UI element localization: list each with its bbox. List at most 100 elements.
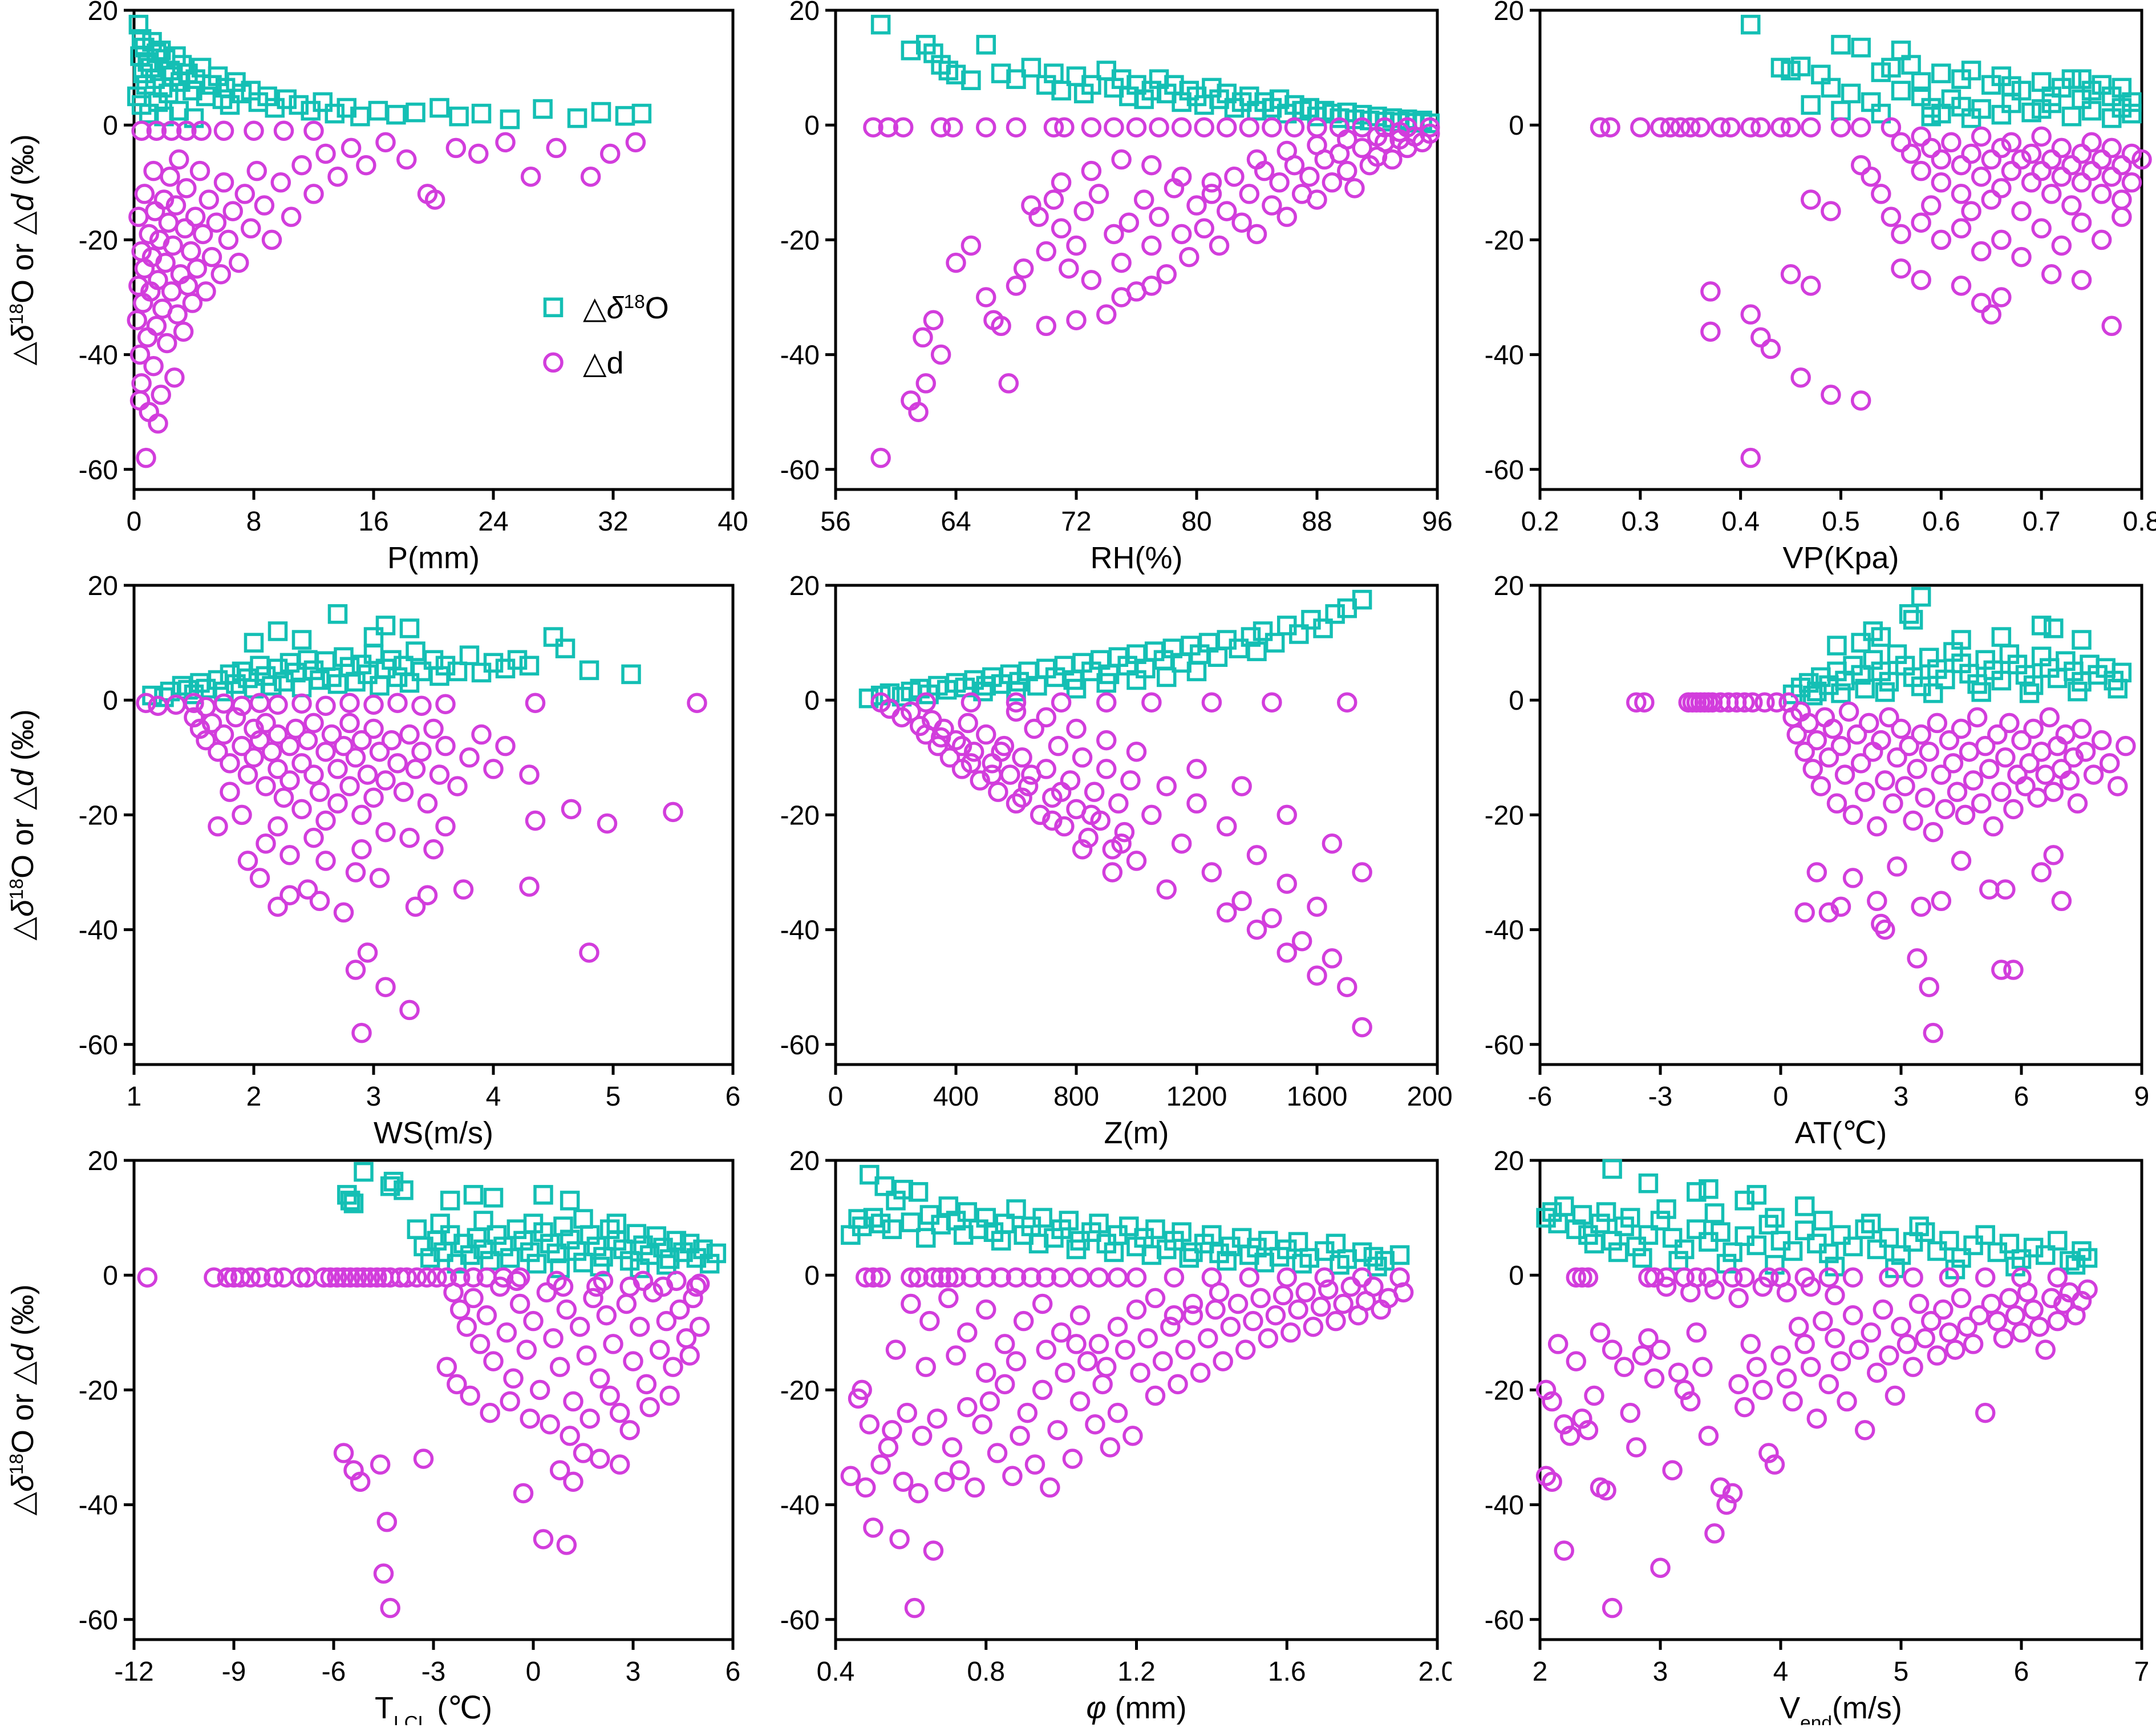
scatter-point-d [208,816,228,837]
scatter-point-d [1830,896,1851,917]
scatter-point-d18o [277,89,297,110]
scatter-point-d18o [1186,661,1207,682]
scatter-point-d [643,1282,663,1303]
scatter-point-d [447,776,468,796]
scatter-point-d [1107,1316,1128,1337]
x-tick-label: 0.4 [1721,507,1760,537]
scatter-point-d [1269,172,1290,193]
scatter-point-d [1602,1339,1623,1360]
scatter-point-d [249,730,270,751]
scatter-point-d [1141,804,1162,825]
scatter-point-d [1903,810,1923,831]
scatter-point-d [659,1385,680,1406]
scatter-point-d [563,1471,583,1492]
scatter-point-d [281,207,302,227]
scatter-point-d [893,1471,914,1492]
scatter-point-d [560,1426,580,1446]
scatter-point-d [1081,117,1102,137]
scatter-point-d [363,787,384,808]
scatter-point-d [1875,919,1895,940]
scatter-point-d [1590,1322,1611,1343]
x-tick-label: 1.6 [1268,1657,1306,1687]
scatter-point-d [129,344,151,365]
scatter-point-d [1352,1017,1372,1038]
y-tick-label: 20 [88,575,118,601]
scatter-point-d18o [1991,627,2012,647]
x-tick-label: 0.6 [1922,507,1960,537]
scatter-point-d [1728,1374,1749,1395]
scatter-point-d [1596,1480,1616,1501]
scatter-point-d [333,1443,354,1463]
scatter-point-d [1542,1471,1562,1492]
scatter-point-d [315,695,336,717]
scatter-point-d18o [1352,1242,1372,1262]
scatter-point-d [1239,1267,1260,1288]
scatter-point-d [915,1357,936,1377]
scatter-point-d [1217,902,1237,923]
scatter-point-d [2112,207,2132,227]
scatter-point-d [1911,160,1931,181]
scatter-point-d [856,1477,876,1498]
scatter-point-d [184,707,204,728]
scatter-point-d [509,1293,530,1314]
scatter-point-d [1051,782,1072,802]
scatter-point-d18o [1157,667,1177,687]
scatter-point-d [153,189,175,210]
scatter-point-d [1073,201,1094,221]
scatter-point-d [136,447,156,468]
scatter-point-d [1754,692,1775,713]
scatter-point-d [1352,137,1372,159]
scatter-point-d [2003,799,2024,820]
scatter-point-d [1072,747,1093,768]
scatter-point-d [2081,132,2102,153]
scatter-point-d [1126,1267,1147,1288]
scatter-point-d [1911,896,1931,917]
scatter-point-d18o [1879,671,1899,692]
scatter-point-d [468,143,489,164]
scatter-point-d [2051,235,2072,256]
x-tick-label: -3 [1648,1082,1673,1112]
scatter-point-d18o [1536,1208,1556,1228]
scatter-point-d [1919,977,1939,997]
scatter-point-d [191,120,212,141]
scatter-point-d [1220,1316,1241,1337]
scatter-point-d18o [860,1164,880,1185]
series-d [870,692,1372,1038]
scatter-point-d [193,224,213,245]
x-axis-label: TLCL (℃) [375,1691,492,1725]
scatter-point-d [1887,747,1907,768]
scatter-point-d18o [453,1233,473,1254]
scatter-point-d [2015,776,2036,796]
scatter-point-d [1578,1420,1599,1440]
x-tick-label: -6 [322,1657,346,1687]
scatter-point-d [1572,1267,1592,1288]
scatter-point-d [1108,793,1129,814]
scatter-point-d [1670,117,1691,137]
scatter-point-d [1231,776,1252,796]
scatter-point-d [2019,753,2040,774]
scatter-point-d [136,693,156,713]
scatter-point-d18o [1066,678,1087,699]
scatter-point-d18o [1782,1241,1803,1261]
scatter-point-d [1842,868,1863,888]
scatter-point-d18o [2092,75,2112,95]
x-tick-label: 6 [726,1082,741,1112]
scatter-point-d18o [2112,98,2132,118]
scatter-point-d [1955,804,1976,825]
scatter-point-d [1842,1267,1863,1288]
scatter-point-d [1722,1267,1743,1288]
scatter-point-d18o [148,92,168,112]
scatter-point-d [1915,787,1935,808]
scatter-point-d [1919,741,1939,762]
scatter-point-d [370,1454,391,1475]
scatter-point-d [1879,1345,1899,1366]
scatter-point-d [934,1471,955,1492]
scatter-point-d [951,735,972,756]
series-d18o [127,14,652,130]
scatter-point-d [625,132,646,153]
x-tick-label: 3 [366,1082,382,1112]
scatter-point-d [987,1443,1008,1463]
scatter-point-d18o [1991,670,2012,691]
series-d18o [1536,1159,2098,1280]
scatter-point-d [350,1471,371,1492]
